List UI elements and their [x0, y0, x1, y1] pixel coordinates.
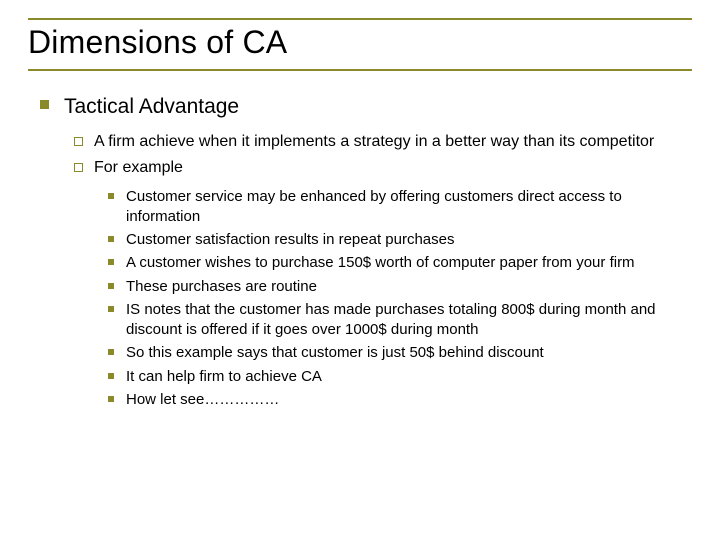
bullet-list-l1: Tactical Advantage A firm achieve when i… — [28, 93, 692, 410]
l3-text: It can help firm to achieve CA — [126, 368, 322, 385]
list-item: These purchases are routine — [94, 277, 692, 297]
slide: Dimensions of CA Tactical Advantage A fi… — [0, 0, 720, 540]
title-rule: Dimensions of CA — [28, 18, 692, 71]
l3-text: So this example says that customer is ju… — [126, 344, 544, 361]
list-item: A firm achieve when it implements a stra… — [64, 131, 692, 153]
bullet-list-l3: Customer service may be enhanced by offe… — [94, 187, 692, 411]
list-item: It can help firm to achieve CA — [94, 367, 692, 387]
l2-text: A firm achieve when it implements a stra… — [94, 133, 654, 150]
list-item: How let see…………… — [94, 390, 692, 410]
l1-text: Tactical Advantage — [64, 95, 239, 118]
list-item: IS notes that the customer has made purc… — [94, 300, 692, 341]
l2-text: For example — [94, 159, 183, 176]
l3-text: These purchases are routine — [126, 278, 317, 295]
l3-text: IS notes that the customer has made purc… — [126, 301, 656, 338]
list-item: Customer satisfaction results in repeat … — [94, 230, 692, 250]
slide-title: Dimensions of CA — [28, 24, 692, 61]
list-item: Tactical Advantage A firm achieve when i… — [28, 93, 692, 410]
list-item: A customer wishes to purchase 150$ worth… — [94, 253, 692, 273]
list-item: So this example says that customer is ju… — [94, 343, 692, 363]
l3-text: Customer service may be enhanced by offe… — [126, 188, 622, 225]
bullet-list-l2: A firm achieve when it implements a stra… — [64, 131, 692, 410]
l3-text: Customer satisfaction results in repeat … — [126, 231, 454, 248]
list-item: Customer service may be enhanced by offe… — [94, 187, 692, 228]
l3-text: A customer wishes to purchase 150$ worth… — [126, 254, 635, 271]
l3-text: How let see…………… — [126, 391, 279, 408]
list-item: For example Customer service may be enha… — [64, 157, 692, 410]
